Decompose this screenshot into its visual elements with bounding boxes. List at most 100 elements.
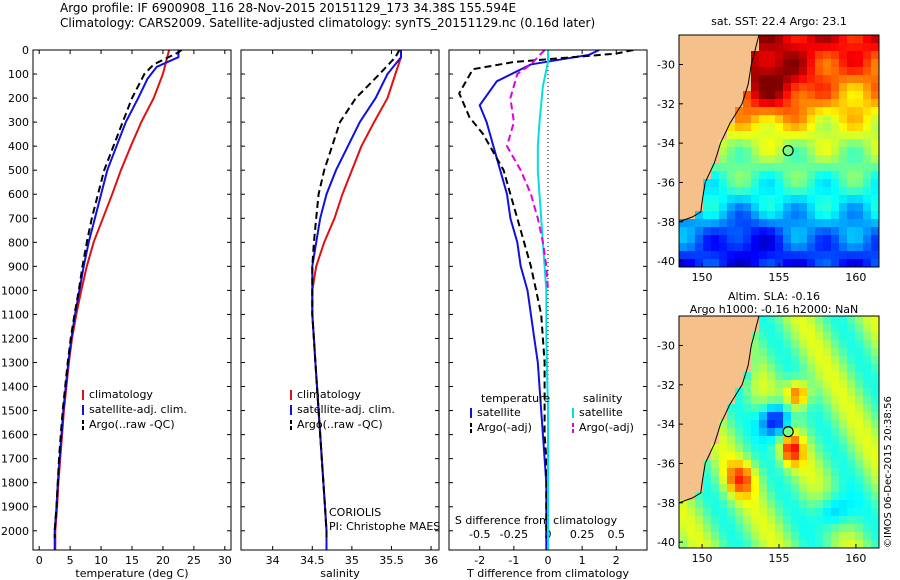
map-cell — [727, 340, 736, 349]
map-cell — [791, 356, 800, 365]
map-cell — [695, 452, 704, 461]
map-cell — [687, 468, 696, 477]
map-cell — [767, 91, 776, 100]
map-cell — [791, 332, 800, 341]
map-cell — [783, 187, 792, 196]
map-cell — [775, 251, 784, 260]
map-cell — [863, 532, 872, 541]
map-cell — [687, 227, 696, 236]
map-cell — [855, 187, 864, 196]
map-cell — [719, 420, 728, 429]
map-cell — [855, 420, 864, 429]
map-cell — [695, 540, 704, 548]
map-cell — [855, 476, 864, 485]
map-cell — [839, 43, 848, 52]
map-cell — [679, 163, 688, 172]
map-cell — [783, 348, 792, 357]
map-cell — [855, 404, 864, 413]
xtick-label: 155 — [769, 271, 790, 284]
map-cell — [847, 364, 856, 373]
map-cell — [815, 203, 824, 212]
map-cell — [727, 436, 736, 445]
xtick-label: 35.5 — [379, 554, 404, 567]
map-cell — [703, 388, 712, 397]
map-cell — [719, 43, 728, 52]
map-cell — [711, 147, 720, 156]
map-cell — [743, 131, 752, 140]
map-cell — [863, 372, 872, 381]
map-cell — [727, 364, 736, 373]
map-cell — [871, 396, 879, 405]
map-cell — [679, 91, 688, 100]
map-cell — [751, 324, 760, 333]
map-cell — [783, 500, 792, 509]
map-cell — [743, 428, 752, 437]
map-cell — [831, 340, 840, 349]
map-cell — [863, 163, 872, 172]
map-cell — [807, 444, 816, 453]
map-cell — [855, 452, 864, 461]
map-cell — [727, 372, 736, 381]
map-cell — [711, 508, 720, 517]
map-cell — [871, 364, 879, 373]
map-cell — [815, 468, 824, 477]
map-cell — [823, 332, 832, 341]
map-cell — [863, 35, 872, 44]
map-cell — [719, 67, 728, 76]
map-cell — [711, 187, 720, 196]
map-cell — [759, 364, 768, 373]
map-cell — [719, 131, 728, 140]
map-cell — [831, 99, 840, 108]
map-cell — [743, 67, 752, 76]
plot-frame — [240, 49, 440, 551]
map-cell — [751, 35, 760, 44]
map-cell — [695, 500, 704, 509]
map-cell — [815, 83, 824, 92]
map-cell — [703, 139, 712, 148]
map-cell — [775, 348, 784, 357]
map-cell — [703, 35, 712, 44]
map-cell — [703, 332, 712, 341]
map-cell — [727, 524, 736, 533]
map-cell — [679, 251, 688, 260]
profile-panel-0: 0100200300400500600700800900100011001200… — [1, 44, 232, 580]
x-axis-label: T difference from climatology — [466, 567, 629, 580]
map-cell — [807, 356, 816, 365]
map-cell — [711, 115, 720, 124]
map-cell — [799, 227, 808, 236]
map-cell — [759, 524, 768, 533]
map-cell — [759, 35, 768, 44]
map-cell — [783, 316, 792, 325]
map-cell — [823, 123, 832, 132]
map-cell — [767, 139, 776, 148]
map-cell — [807, 59, 816, 68]
map-cell — [727, 163, 736, 172]
map-cell — [807, 332, 816, 341]
map-cell — [871, 524, 879, 533]
map-cell — [847, 123, 856, 132]
map-cell — [775, 147, 784, 156]
map-cell — [767, 211, 776, 220]
map-cell — [823, 211, 832, 220]
map-cell — [711, 356, 720, 365]
map-cell — [799, 195, 808, 204]
map-cell — [855, 500, 864, 509]
map-cell — [679, 388, 688, 397]
map-cell — [807, 324, 816, 333]
map-cell — [767, 131, 776, 140]
map-cell — [783, 155, 792, 164]
map-cell — [711, 460, 720, 469]
map-cell — [783, 139, 792, 148]
map-cell — [815, 500, 824, 509]
map-cell — [711, 372, 720, 381]
map-cell — [727, 396, 736, 405]
map-cell — [783, 332, 792, 341]
map-cell — [751, 179, 760, 188]
map-cell — [823, 412, 832, 421]
map-cell — [863, 155, 872, 164]
map-cell — [807, 428, 816, 437]
map-cell — [815, 171, 824, 180]
map-cell — [791, 235, 800, 244]
map-cell — [823, 163, 832, 172]
